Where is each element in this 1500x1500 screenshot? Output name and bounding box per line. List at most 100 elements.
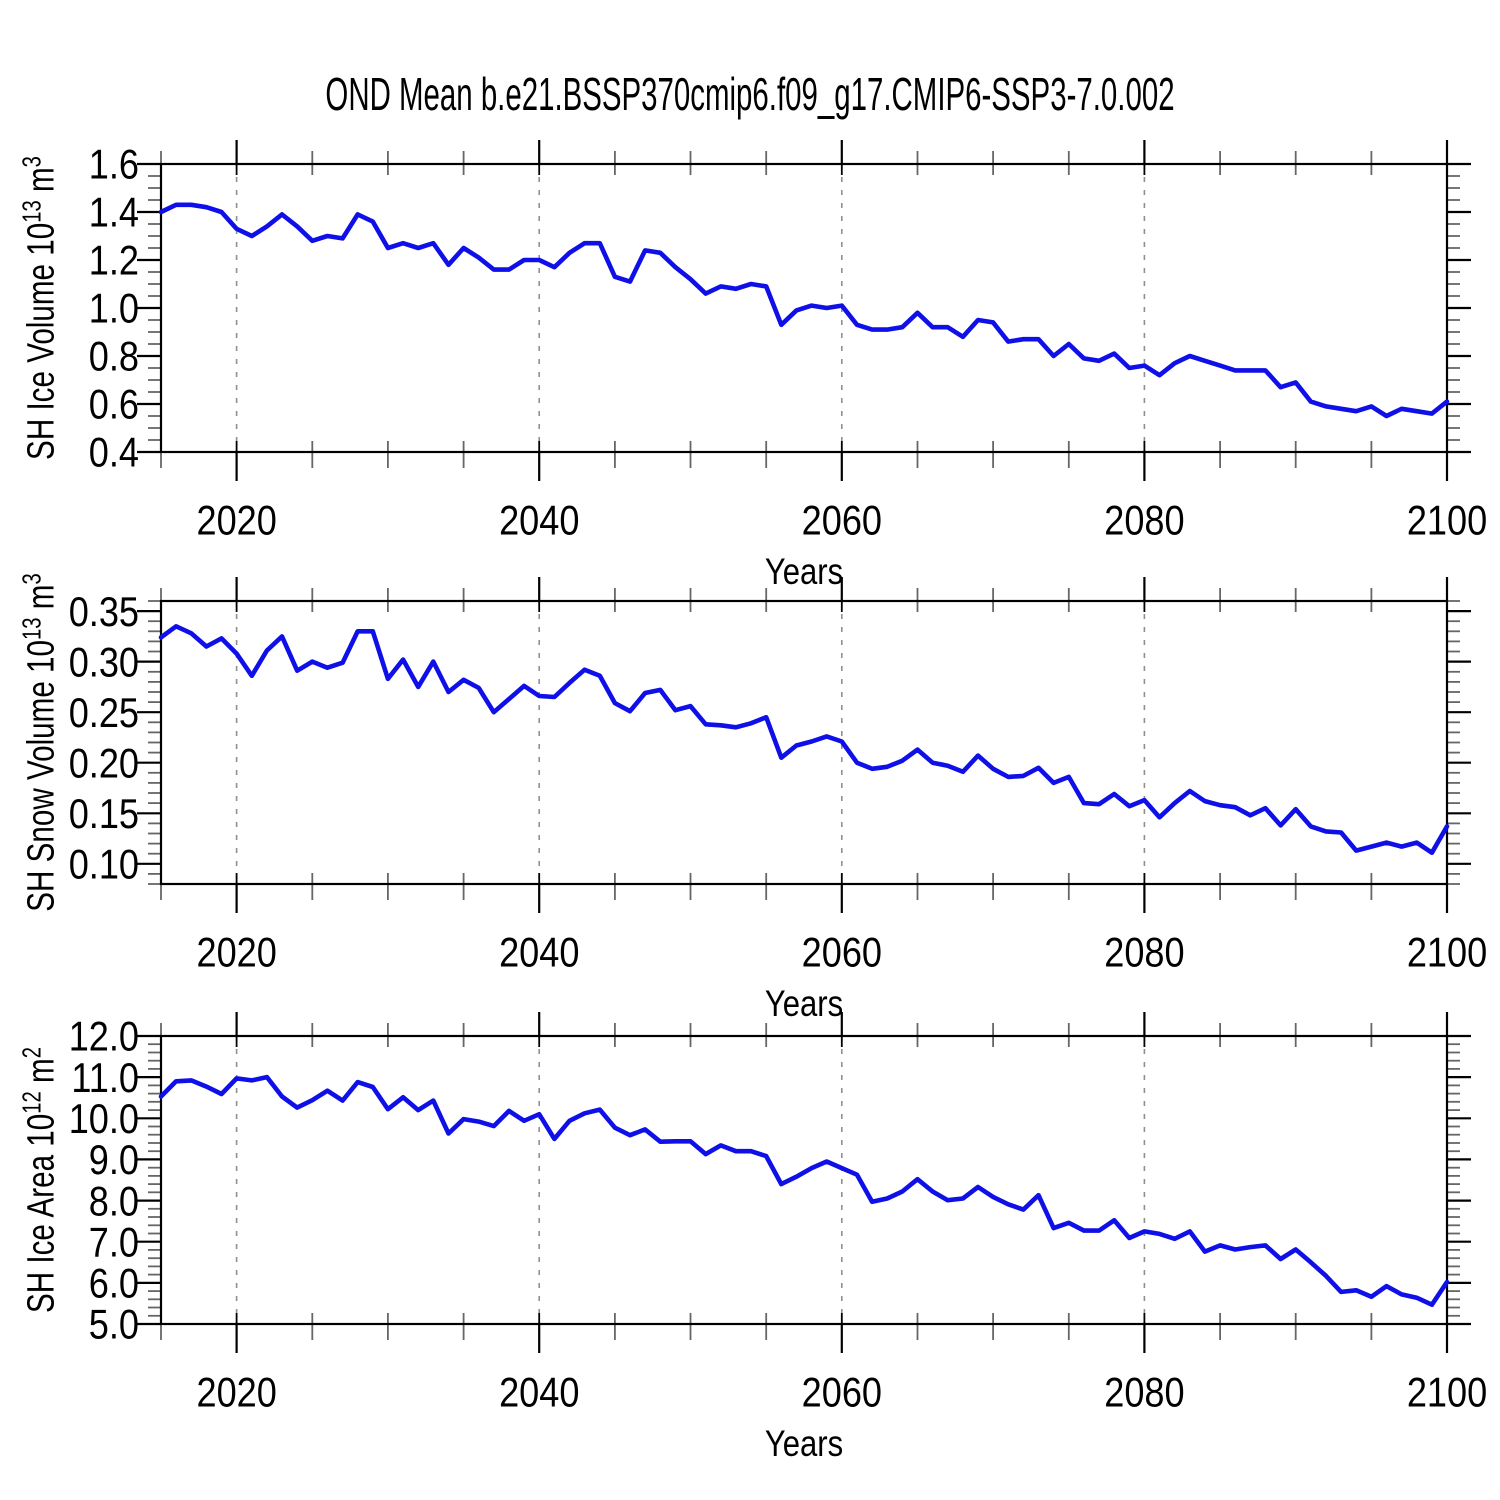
y-tick-labels: 5.06.07.08.09.010.011.012.0 (69, 1014, 139, 1348)
panel-snow-volume: 2020 2040 2060 2080 2100 0.10 0.150.20 0.250.30… (17, 573, 1487, 1024)
figure-title: OND Mean b.e21.BSSP370cmip6.f09_g17.CMIP… (325, 70, 1174, 121)
x-tick-label: 2040 (499, 930, 579, 976)
plot-frame (159, 1034, 1449, 1326)
y-tick-labels: 0.10 0.150.20 0.250.30 0.35 (69, 589, 139, 888)
x-tick-label: 2020 (196, 498, 276, 544)
y-tick-label: 6.0 (89, 1261, 139, 1307)
panel-ice-area: 2020 2040 2060 2080 21005.06.07.08.09.010.01… (17, 1012, 1487, 1465)
x-axis-title: Years (765, 983, 843, 1024)
y-tick-label: 11.0 (71, 1055, 139, 1101)
y-tick-label: 0.6 (89, 382, 139, 428)
x-tick-labels: 2020 2040 2060 2080 2100 (196, 498, 1487, 544)
y-ticks (137, 1034, 1471, 1326)
y-tick-label: 1.2 (89, 238, 139, 284)
x-tick-label: 2100 (1407, 1370, 1487, 1416)
x-tick-label: 2040 (499, 498, 579, 544)
figure-title: OND Mean b.e21.BSSP370cmip6.f09_g17.CMIP… (325, 70, 1174, 121)
y-tick-label: 0.8 (89, 334, 139, 380)
x-tick-label: 2040 (499, 498, 579, 544)
y-tick-label: 1.4 (89, 190, 139, 236)
x-tick-label: 2080 (1104, 930, 1184, 976)
x-tick-label: 2080 (1104, 498, 1184, 544)
y-tick-label: 0.25 (69, 690, 139, 736)
y-tick-label: 0.35 (69, 589, 139, 635)
x-tick-label: 2060 (802, 498, 882, 544)
x-axis-title: Years (765, 1423, 843, 1464)
x-tick-label: 2100 (1407, 930, 1487, 976)
x-gridlines (235, 1036, 1146, 1324)
x-gridlines (235, 601, 1146, 884)
y-axis-title: SH Ice Area 1012 m2 (17, 1047, 62, 1313)
y-tick-label: 0.15 (69, 791, 139, 837)
y-tick-label: 7.0 (89, 1220, 139, 1266)
x-tick-label: 2060 (802, 1370, 882, 1416)
x-gridlines (235, 164, 1146, 452)
y-tick-labels: 0.40.60.81.01.21.41.6 (89, 142, 139, 476)
y-tick-label: 0.8 (89, 334, 139, 380)
x-axis-title: Years (765, 1423, 843, 1464)
x-tick-label: 2060 (802, 498, 882, 544)
y-tick-label: 0.4 (89, 430, 139, 476)
y-tick-label: 1.4 (89, 190, 139, 236)
x-tick-label: 2020 (196, 1370, 276, 1416)
x-tick-label: 2080 (1104, 498, 1184, 544)
x-tick-label: 2100 (1407, 498, 1487, 544)
x-tick-label: 2040 (499, 1370, 579, 1416)
x-tick-label: 2020 (196, 930, 276, 976)
ice-area-line (158, 1074, 1450, 1307)
y-tick-label: 10.0 (69, 1097, 139, 1143)
x-tick-label: 2060 (802, 1370, 882, 1416)
y-axis-title: SH Ice Volume 1013 m3 (17, 156, 62, 460)
x-axis-title: Years (765, 551, 843, 592)
y-tick-label: 8.0 (89, 1179, 139, 1225)
y-ticks (137, 162, 1471, 454)
x-tick-labels: 2020 2040 2060 2080 2100 (196, 930, 1487, 976)
y-tick-label: 1.0 (89, 286, 139, 332)
panel-ice-volume: 2020 2040 2060 2080 2100 0.40.60.81.01.21.41.… (17, 140, 1487, 593)
y-tick-label: 1.6 (89, 142, 139, 188)
y-tick-label: 9.0 (89, 1138, 139, 1184)
x-tick-label: 2100 (1407, 498, 1487, 544)
y-tick-label: 12.0 (69, 1014, 139, 1060)
ice-volume-line (158, 202, 1450, 419)
x-tick-label: 2080 (1104, 1370, 1184, 1416)
y-tick-label: 6.0 (89, 1261, 139, 1307)
y-tick-label: 12.0 (69, 1014, 139, 1060)
y-tick-label: 10.0 (69, 1097, 139, 1143)
y-tick-label: 0.30 (69, 640, 139, 686)
y-axis-title-text: SH Snow Volume 1013 m3 (17, 573, 62, 911)
y-tick-label: 5.0 (89, 1302, 139, 1348)
x-tick-label: 2060 (802, 930, 882, 976)
y-tick-label: 0.25 (69, 690, 139, 736)
y-tick-label: 9.0 (89, 1138, 139, 1184)
x-ticks (160, 140, 1449, 481)
x-tick-label: 2040 (499, 930, 579, 976)
y-axis-title-text: SH Ice Area 1012 m2 (17, 1047, 62, 1313)
y-tick-label: 11.0 (71, 1055, 139, 1101)
x-tick-label: 2100 (1407, 930, 1487, 976)
x-axis-title: Years (765, 983, 843, 1024)
x-tick-label: 2060 (802, 930, 882, 976)
y-tick-label: 0.20 (69, 741, 139, 787)
x-ticks (160, 1012, 1449, 1353)
x-tick-labels: 2020 2040 2060 2080 2100 (196, 1370, 1487, 1416)
y-axis-title-text: SH Ice Volume 1013 m3 (17, 156, 62, 460)
x-tick-label: 2020 (196, 1370, 276, 1416)
y-tick-label: 0.15 (69, 791, 139, 837)
y-tick-label: 0.30 (69, 640, 139, 686)
y-tick-label: 1.0 (89, 286, 139, 332)
y-ticks (137, 600, 1471, 885)
plot-frame (159, 599, 1449, 886)
x-tick-label: 2040 (499, 1370, 579, 1416)
x-axis-title: Years (765, 551, 843, 592)
y-tick-label: 0.20 (69, 741, 139, 787)
y-tick-label: 0.10 (69, 842, 139, 888)
y-tick-label: 0.10 (69, 842, 139, 888)
y-tick-label: 1.2 (89, 238, 139, 284)
y-tick-label: 0.35 (69, 589, 139, 635)
y-tick-label: 1.6 (89, 142, 139, 188)
x-tick-label: 2100 (1407, 1370, 1487, 1416)
y-tick-label: 0.6 (89, 382, 139, 428)
